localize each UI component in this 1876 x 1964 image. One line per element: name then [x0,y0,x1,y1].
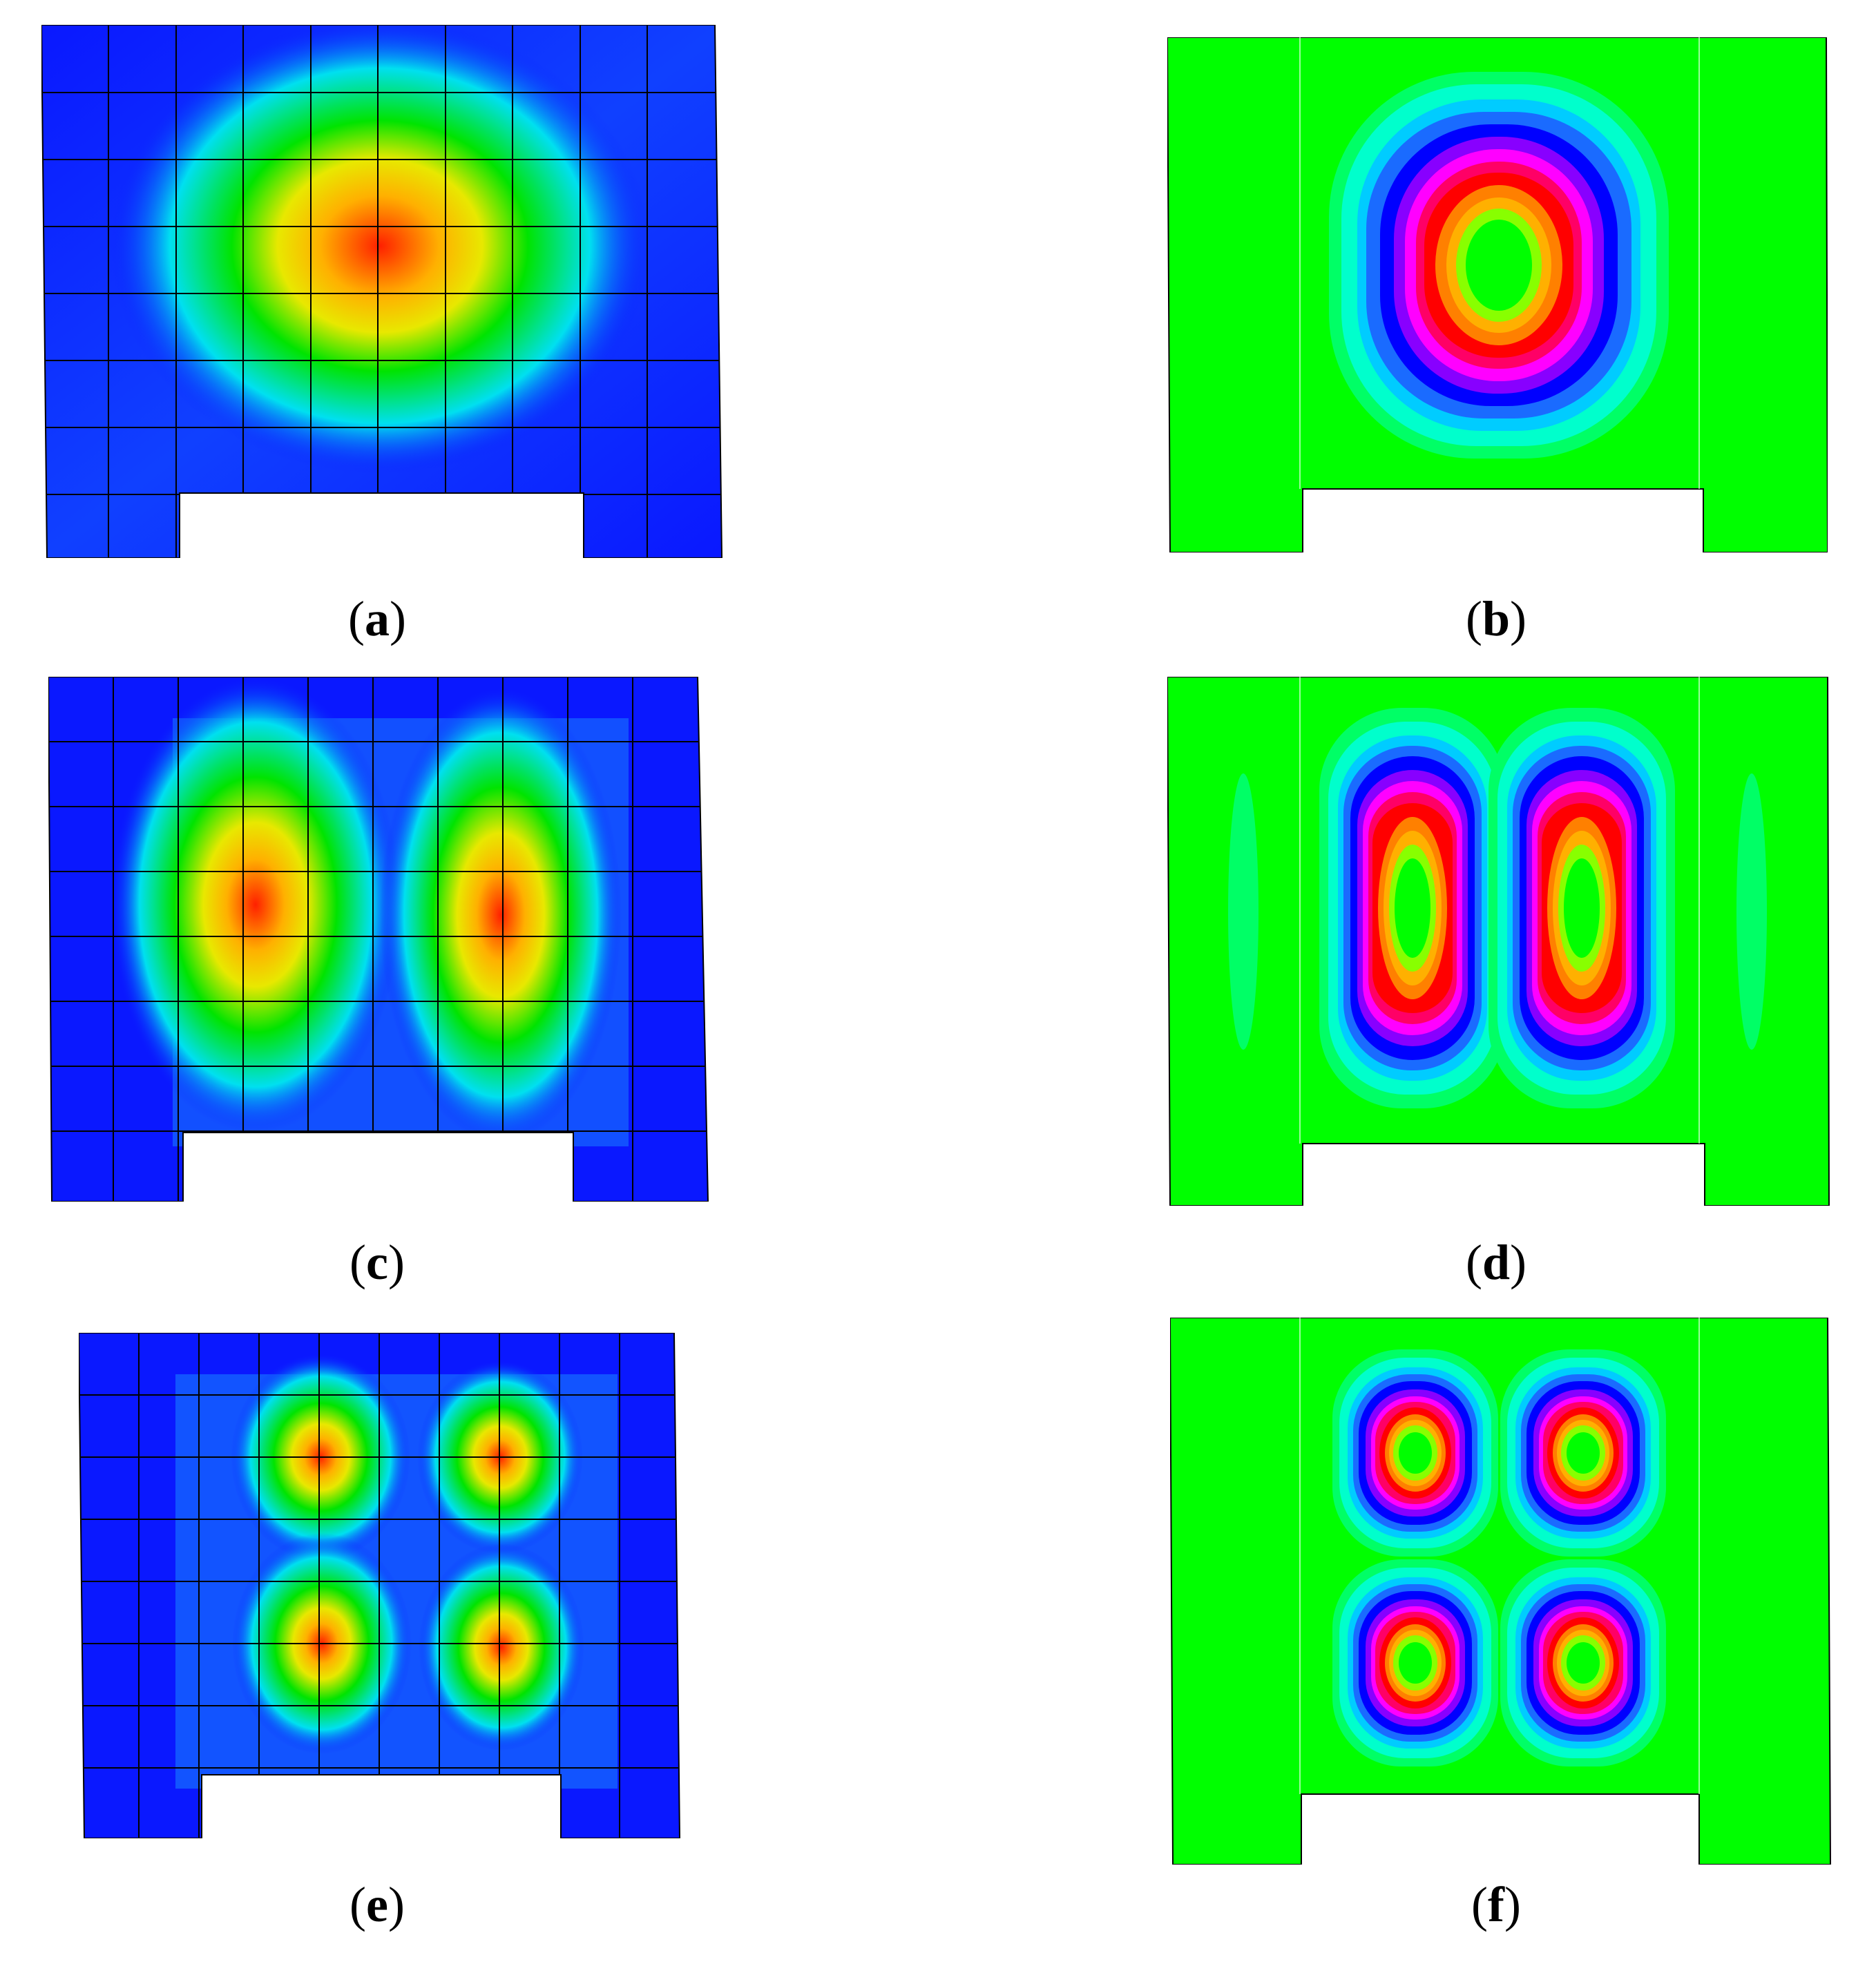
contour-lobe-br [1500,1559,1666,1766]
panel-f-contour-mode [1170,1318,1833,1865]
panel-a-mesh-mode [41,25,725,558]
contour-lobe-bl [1332,1559,1498,1766]
panel-f-plot [1170,1318,1832,1865]
contour-lobe-right [1489,708,1675,1108]
caption-e: (e) [350,1877,405,1932]
panel-c-mesh-mode [48,677,711,1202]
peak-right [380,687,622,1143]
panel-d-plot [1167,677,1830,1206]
contour-lobe-left [1319,708,1506,1108]
caption-b: (b) [1465,591,1526,646]
panel-e-plot [79,1333,681,1838]
contour-lobe [1329,72,1669,459]
panel-e-mesh-mode [79,1333,682,1838]
peak-left [111,677,401,1133]
panel-d-contour-mode [1167,677,1830,1206]
peak-bottom-right [419,1543,584,1751]
caption-f: (f) [1471,1877,1521,1932]
mesh-grid [48,677,708,1202]
panel-c-plot [48,677,709,1202]
caption-d: (d) [1465,1235,1526,1290]
side-contour-right [1736,773,1767,1050]
side-contour-left [1228,773,1258,1050]
panel-b-plot [1167,37,1828,552]
contour-lobe-tl [1332,1349,1498,1557]
mesh-grid [41,25,722,558]
mesh-grid [79,1333,680,1838]
panel-a-plot [41,25,723,558]
caption-a: (a) [348,591,406,646]
panel-b-contour-mode [1167,37,1828,552]
contour-lobe-tr [1500,1349,1666,1557]
caption-c: (c) [350,1235,405,1290]
